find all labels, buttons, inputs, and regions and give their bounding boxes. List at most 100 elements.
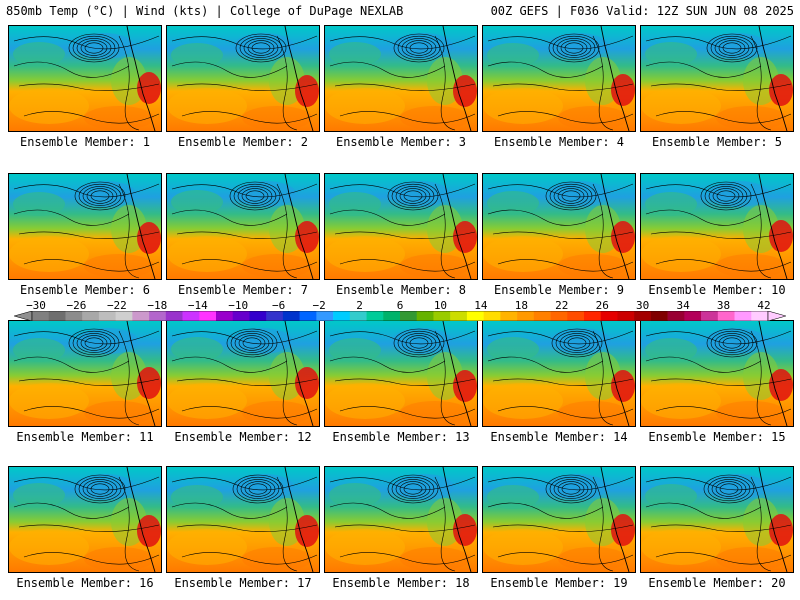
wind-streamlines <box>13 328 160 426</box>
colorbar-segment <box>584 311 602 321</box>
colorbar-segment <box>82 311 100 321</box>
coastline <box>600 26 630 131</box>
wind-streamlines <box>171 33 318 131</box>
coastline <box>758 174 788 279</box>
wind-streamlines <box>13 181 160 279</box>
temperature-region <box>137 222 161 254</box>
temperature-region <box>487 191 539 215</box>
colorbar-min-arrow <box>14 311 33 321</box>
temperature-region <box>641 236 721 272</box>
colorbar-segment <box>734 311 752 321</box>
ensemble-map-panel <box>324 173 478 280</box>
wind-streamlines <box>487 474 634 572</box>
coastline <box>758 321 788 426</box>
temperature-region <box>645 192 697 216</box>
colorbar-segment <box>232 311 250 321</box>
temperature-region <box>611 221 635 253</box>
ensemble-map-panel <box>8 320 162 427</box>
ensemble-map-panel <box>166 25 320 132</box>
colorbar-segment <box>249 311 267 321</box>
temperature-region <box>641 88 721 124</box>
colorbar-segment <box>533 311 551 321</box>
temperature-map <box>483 321 635 426</box>
ensemble-member-label: Ensemble Member: 13 <box>332 430 470 444</box>
temperature-map <box>9 467 161 572</box>
temperature-region <box>716 547 786 571</box>
ensemble-map-panel <box>640 25 794 132</box>
colorbar-segment <box>634 311 652 321</box>
wind-streamlines <box>645 328 792 426</box>
wind-streamlines <box>171 328 318 426</box>
temperature-region <box>13 483 65 507</box>
colorbar-tick-label: 6 <box>396 299 404 312</box>
coastline <box>126 467 156 572</box>
colorbar-segment <box>600 311 618 321</box>
temperature-region <box>453 221 477 253</box>
wind-streamlines <box>171 181 318 279</box>
colorbar-segment <box>316 311 334 321</box>
ensemble-member-label: Ensemble Member: 4 <box>493 135 625 149</box>
colorbar-segment <box>383 311 401 321</box>
temperature-region <box>558 401 628 425</box>
ensemble-map-panel <box>482 173 636 280</box>
colorbar-segment <box>717 311 735 321</box>
ensemble-member-label: Ensemble Member: 16 <box>16 576 154 590</box>
coastline <box>126 321 156 426</box>
ensemble-member-label: Ensemble Member: 12 <box>174 430 312 444</box>
temperature-region <box>167 529 247 565</box>
temperature-region <box>453 370 477 402</box>
temperature-region <box>137 72 161 104</box>
colorbar-strip <box>14 311 786 321</box>
temperature-region <box>325 529 405 565</box>
temperature-region <box>769 220 793 252</box>
colorbar-tick-label: 10 <box>433 299 448 312</box>
colorbar-tick-label: −26 <box>66 299 87 312</box>
colorbar-segment <box>216 311 234 321</box>
temperature-region <box>171 43 223 67</box>
colorbar-tick-label: −10 <box>228 299 249 312</box>
ensemble-member-label: Ensemble Member: 20 <box>648 576 786 590</box>
ensemble-map-panel <box>640 320 794 427</box>
colorbar-segment <box>416 311 434 321</box>
temperature-region <box>769 514 793 546</box>
temperature-region <box>242 254 312 278</box>
temperature-region <box>84 254 154 278</box>
colorbar-segment <box>366 311 384 321</box>
temperature-map <box>325 174 477 279</box>
wind-streamlines <box>329 328 476 426</box>
wind-streamlines <box>645 181 792 279</box>
header-bar: 850mb Temp (°C) | Wind (kts) | College o… <box>0 0 800 22</box>
colorbar-segment <box>65 311 83 321</box>
wind-streamlines <box>487 181 634 279</box>
temperature-region <box>769 74 793 106</box>
colorbar-tick-label: 38 <box>716 299 731 312</box>
temperature-region <box>137 515 161 547</box>
colorbar-segment <box>751 311 769 321</box>
coastline <box>758 467 788 572</box>
ensemble-map-panel <box>482 25 636 132</box>
temperature-region <box>329 338 381 362</box>
wind-streamlines <box>645 474 792 572</box>
temperature-region <box>645 338 697 362</box>
ensemble-member-label: Ensemble Member: 19 <box>490 576 628 590</box>
wind-streamlines <box>329 474 476 572</box>
temperature-region <box>9 88 89 124</box>
temperature-map <box>641 467 793 572</box>
temperature-region <box>295 221 319 253</box>
colorbar-tick-label: 30 <box>636 299 650 312</box>
colorbar-segment <box>132 311 150 321</box>
temperature-region <box>295 75 319 107</box>
coastline <box>600 321 630 426</box>
colorbar-segment <box>483 311 501 321</box>
colorbar-segment <box>433 311 451 321</box>
ensemble-map-panel <box>640 466 794 573</box>
temperature-map <box>9 174 161 279</box>
ensemble-map-panel <box>166 466 320 573</box>
ensemble-member-label: Ensemble Member: 7 <box>177 283 309 297</box>
temperature-map <box>641 321 793 426</box>
wind-streamlines <box>329 33 476 131</box>
coastline <box>442 321 472 426</box>
coastline <box>600 467 630 572</box>
temperature-region <box>329 42 381 66</box>
colorbar-segment <box>32 311 50 321</box>
